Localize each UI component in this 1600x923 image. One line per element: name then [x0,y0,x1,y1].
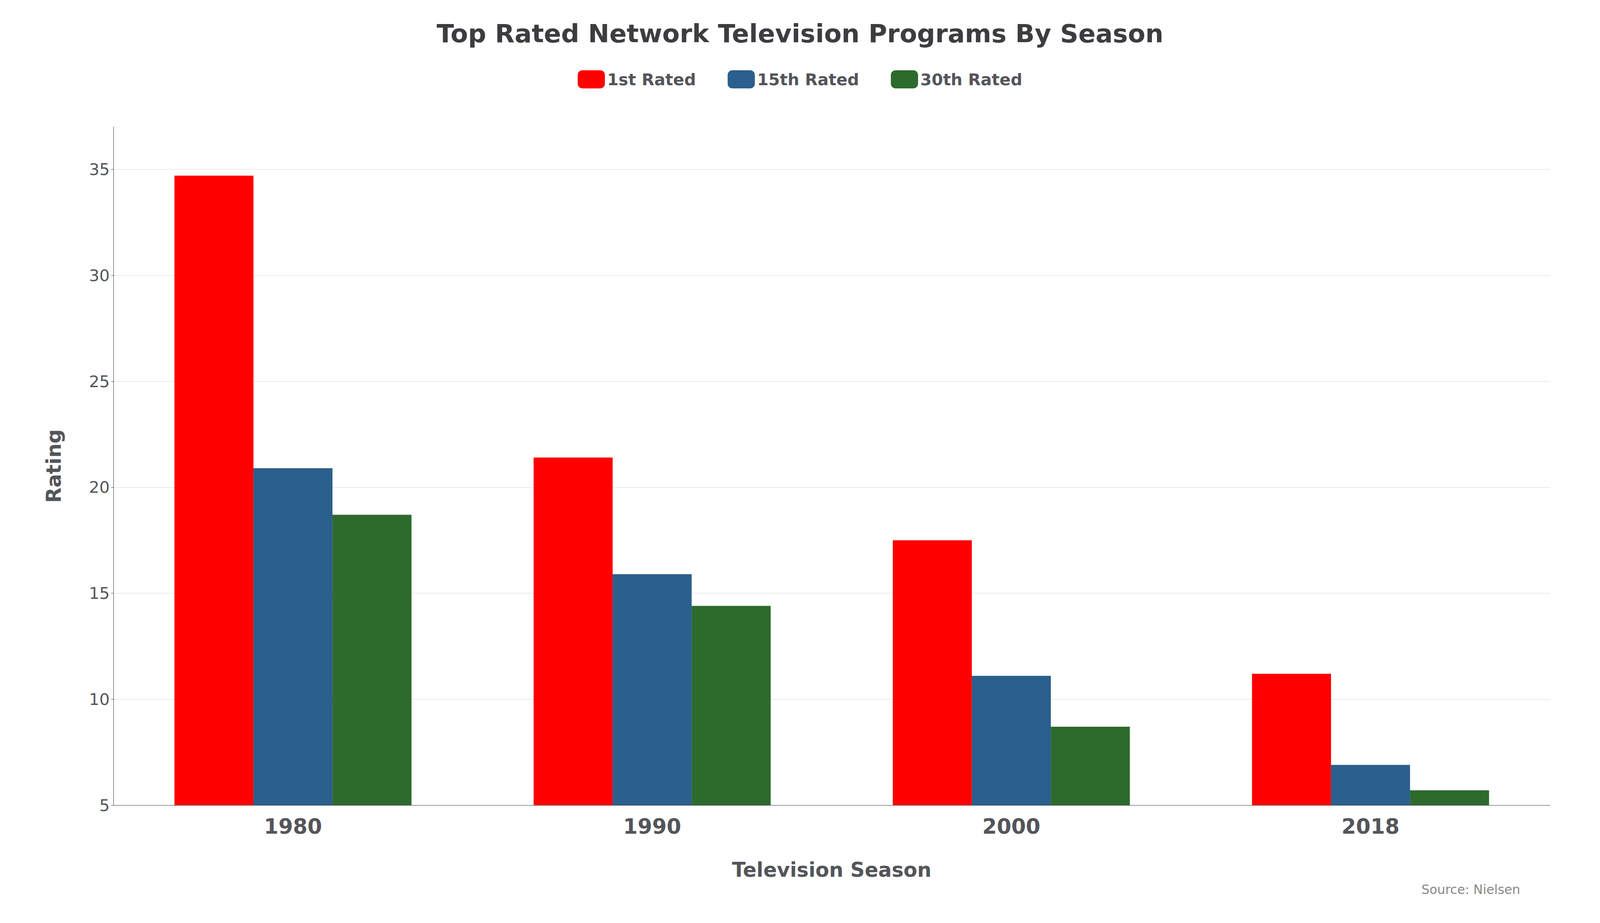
svg-text:5: 5 [99,796,110,815]
svg-text:2000: 2000 [982,814,1041,840]
svg-text:15th Rated: 15th Rated [756,70,859,89]
svg-text:Television Season: Television Season [731,858,932,882]
svg-text:30th Rated: 30th Rated [920,70,1023,89]
svg-text:30: 30 [88,266,110,285]
svg-text:35: 35 [88,160,110,179]
svg-text:20: 20 [88,478,110,497]
svg-text:Source: Nielsen: Source: Nielsen [1421,882,1521,898]
svg-text:1st Rated: 1st Rated [607,70,697,89]
svg-text:1980: 1980 [263,814,322,840]
svg-text:25: 25 [88,372,110,391]
svg-text:Rating: Rating [42,429,66,504]
svg-text:2018: 2018 [1341,814,1400,840]
svg-text:15: 15 [88,584,110,603]
svg-text:1990: 1990 [623,814,682,840]
svg-text:10: 10 [88,690,110,709]
svg-text:Top Rated Network Television P: Top Rated Network Television Programs By… [436,18,1164,49]
